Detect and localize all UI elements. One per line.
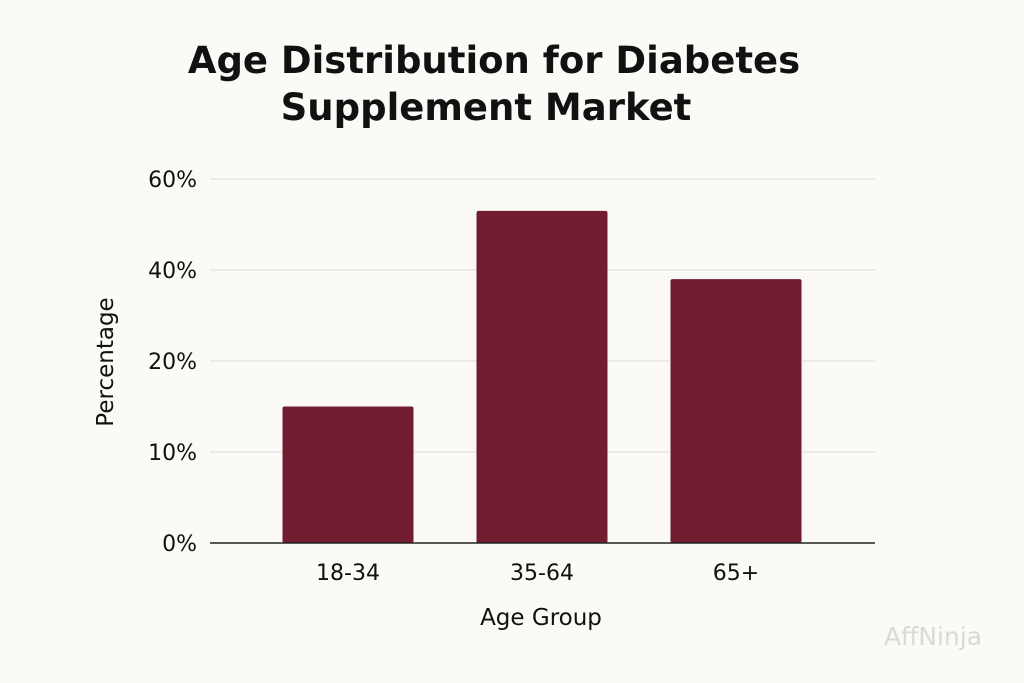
chart-title-line-2: Supplement Market xyxy=(281,86,692,129)
y-tick-label: 60% xyxy=(148,168,197,193)
y-tick-label: 40% xyxy=(148,259,197,284)
x-tick-label: 35-64 xyxy=(510,561,574,586)
y-tick-label: 10% xyxy=(148,441,197,466)
x-tick-label: 65+ xyxy=(713,561,759,586)
bar-18-34 xyxy=(282,406,414,543)
watermark: AffNinja xyxy=(884,622,982,651)
x-axis-label: Age Group xyxy=(480,605,602,631)
y-tick-label: 0% xyxy=(162,532,197,557)
y-axis-label: Percentage xyxy=(93,297,119,426)
bar-35-64 xyxy=(476,210,608,543)
chart-title-line-1: Age Distribution for Diabetes xyxy=(188,39,800,82)
x-tick-label: 18-34 xyxy=(316,561,380,586)
y-tick-label: 20% xyxy=(148,350,197,375)
bar-65+ xyxy=(670,279,802,543)
